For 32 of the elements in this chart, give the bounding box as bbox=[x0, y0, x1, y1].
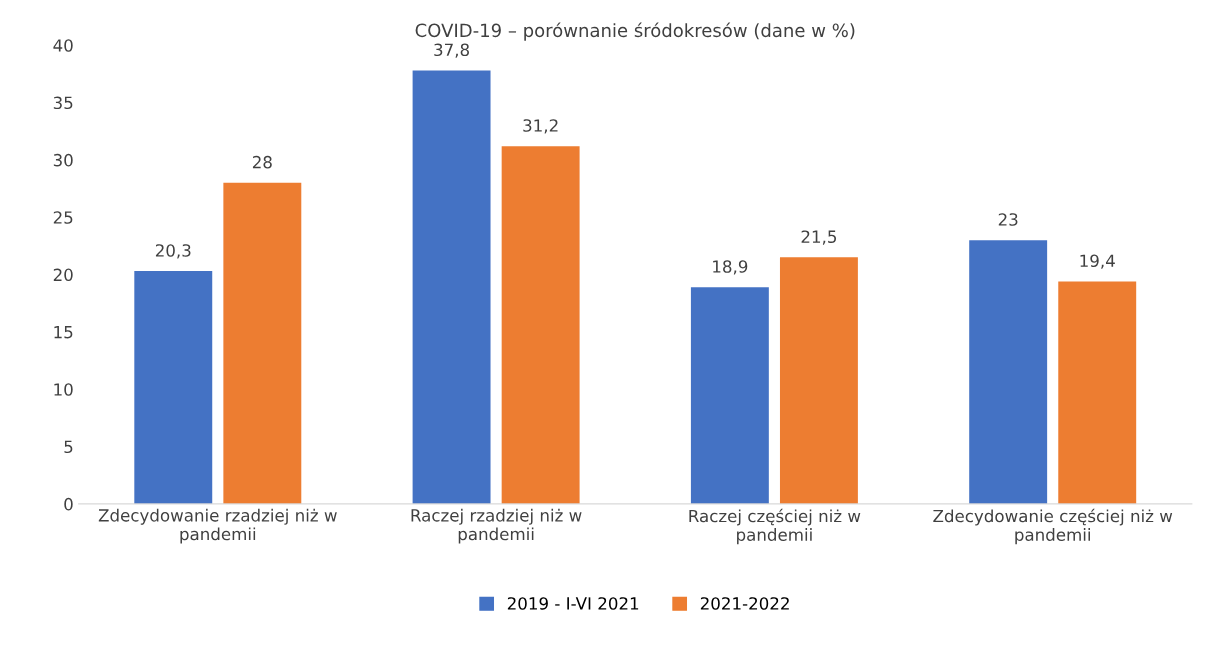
data-label: 18,9 bbox=[713, 260, 748, 275]
data-label: 23 bbox=[998, 213, 1018, 226]
y-tick-label: 15 bbox=[54, 326, 73, 339]
y-tick-label: 10 bbox=[54, 383, 73, 396]
legend-label: 2019 - I-VI 2021 bbox=[507, 597, 639, 610]
bar bbox=[690, 287, 769, 504]
bar bbox=[969, 240, 1048, 504]
x-tick-label: Zdecydowanie rzadziej niż w pandemii bbox=[98, 508, 337, 544]
bar bbox=[412, 70, 491, 504]
y-tick-label: 20 bbox=[53, 268, 73, 282]
y-tick-label: 30 bbox=[53, 153, 73, 167]
bar bbox=[134, 271, 213, 504]
legend-label: 2021-2022 bbox=[700, 597, 789, 610]
data-label: 20,3 bbox=[155, 244, 191, 259]
chart-title: COVID-19 – porównanie śródokresów (dane w %) bbox=[415, 22, 855, 41]
y-tick-label: 40 bbox=[53, 39, 73, 52]
y-tick-label: 25 bbox=[53, 211, 73, 224]
y-tick-label: 0 bbox=[64, 497, 73, 511]
y-tick-label: 5 bbox=[64, 440, 73, 454]
data-label: 31,2 bbox=[523, 119, 558, 134]
bar bbox=[223, 182, 302, 504]
data-label: 37,8 bbox=[434, 43, 469, 58]
x-tick-label: Zdecydowanie częściej niż w pandemii bbox=[933, 508, 1173, 545]
x-tick-label: Raczej rzadziej niż w pandemii bbox=[411, 508, 582, 544]
bar bbox=[779, 257, 858, 504]
y-tick-label: 35 bbox=[53, 96, 73, 110]
bar bbox=[1058, 281, 1137, 504]
x-tick-label: Raczej częściej niż w pandemii bbox=[689, 508, 861, 545]
data-label: 19,4 bbox=[1080, 254, 1115, 269]
data-label: 28 bbox=[252, 155, 272, 169]
bar bbox=[501, 146, 580, 504]
data-label: 21,5 bbox=[801, 230, 837, 245]
